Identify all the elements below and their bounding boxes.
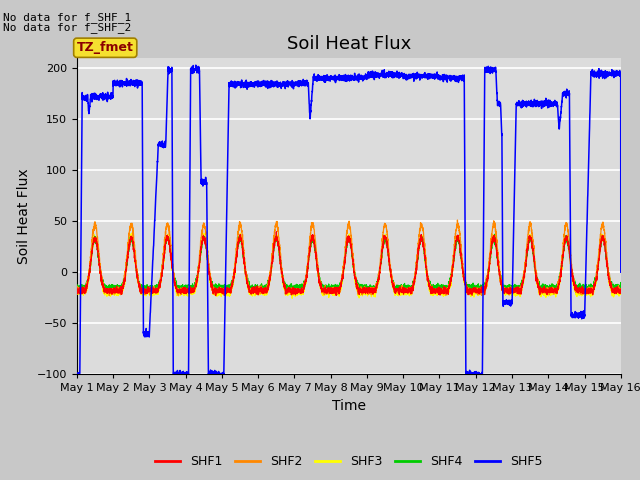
- SHF5: [441, 75, 449, 81]
- Line: SHF4: SHF4: [77, 234, 621, 293]
- SHF3: [128, 230, 136, 236]
- SHF4: [502, 284, 509, 289]
- SHF5: [329, 75, 337, 81]
- SHF5: [192, 62, 200, 68]
- Text: No data for f_SHF_1: No data for f_SHF_1: [3, 12, 131, 23]
- SHF1: [616, 288, 624, 294]
- SHF2: [502, 289, 509, 295]
- SHF2: [440, 288, 448, 294]
- SHF1: [73, 285, 81, 291]
- SHF5: [171, 373, 179, 379]
- SHF5: [616, 72, 624, 78]
- SHF4: [471, 285, 479, 290]
- Text: No data for f_SHF_2: No data for f_SHF_2: [3, 22, 131, 33]
- Y-axis label: Soil Heat Flux: Soil Heat Flux: [17, 168, 31, 264]
- SHF3: [616, 291, 624, 297]
- SHF3: [502, 287, 509, 293]
- SHF4: [491, 231, 499, 237]
- SHF4: [616, 284, 624, 289]
- SHF5: [205, 376, 213, 382]
- SHF2: [454, 217, 461, 223]
- SHF5: [617, 269, 625, 275]
- X-axis label: Time: Time: [332, 399, 366, 413]
- SHF1: [441, 289, 449, 295]
- Line: SHF1: SHF1: [77, 232, 621, 296]
- SHF2: [471, 287, 479, 292]
- SHF1: [329, 288, 337, 293]
- SHF4: [171, 277, 179, 283]
- SHF2: [617, 289, 625, 295]
- SHF2: [328, 288, 336, 294]
- SHF1: [212, 293, 220, 299]
- SHF3: [289, 295, 296, 301]
- Line: SHF5: SHF5: [77, 65, 621, 379]
- SHF4: [575, 290, 583, 296]
- SHF1: [617, 286, 625, 292]
- SHF2: [171, 276, 179, 282]
- SHF2: [73, 288, 81, 294]
- SHF2: [468, 293, 476, 299]
- Legend: SHF1, SHF2, SHF3, SHF4, SHF5: SHF1, SHF2, SHF3, SHF4, SHF5: [150, 450, 547, 473]
- SHF5: [73, 372, 81, 377]
- SHF3: [617, 288, 625, 294]
- Title: Soil Heat Flux: Soil Heat Flux: [287, 35, 411, 53]
- SHF4: [328, 284, 336, 290]
- SHF4: [73, 286, 81, 291]
- SHF2: [616, 288, 624, 293]
- SHF4: [617, 283, 625, 288]
- SHF3: [73, 290, 81, 296]
- SHF1: [502, 287, 509, 292]
- SHF3: [441, 290, 449, 296]
- SHF1: [471, 288, 479, 294]
- SHF4: [440, 283, 448, 289]
- SHF3: [471, 289, 479, 295]
- SHF3: [329, 290, 337, 296]
- Line: SHF3: SHF3: [77, 233, 621, 298]
- Line: SHF2: SHF2: [77, 220, 621, 296]
- SHF5: [502, 298, 509, 303]
- SHF5: [471, 372, 479, 377]
- SHF1: [171, 279, 179, 285]
- Text: TZ_fmet: TZ_fmet: [77, 41, 134, 54]
- SHF1: [273, 229, 280, 235]
- SHF3: [171, 282, 179, 288]
